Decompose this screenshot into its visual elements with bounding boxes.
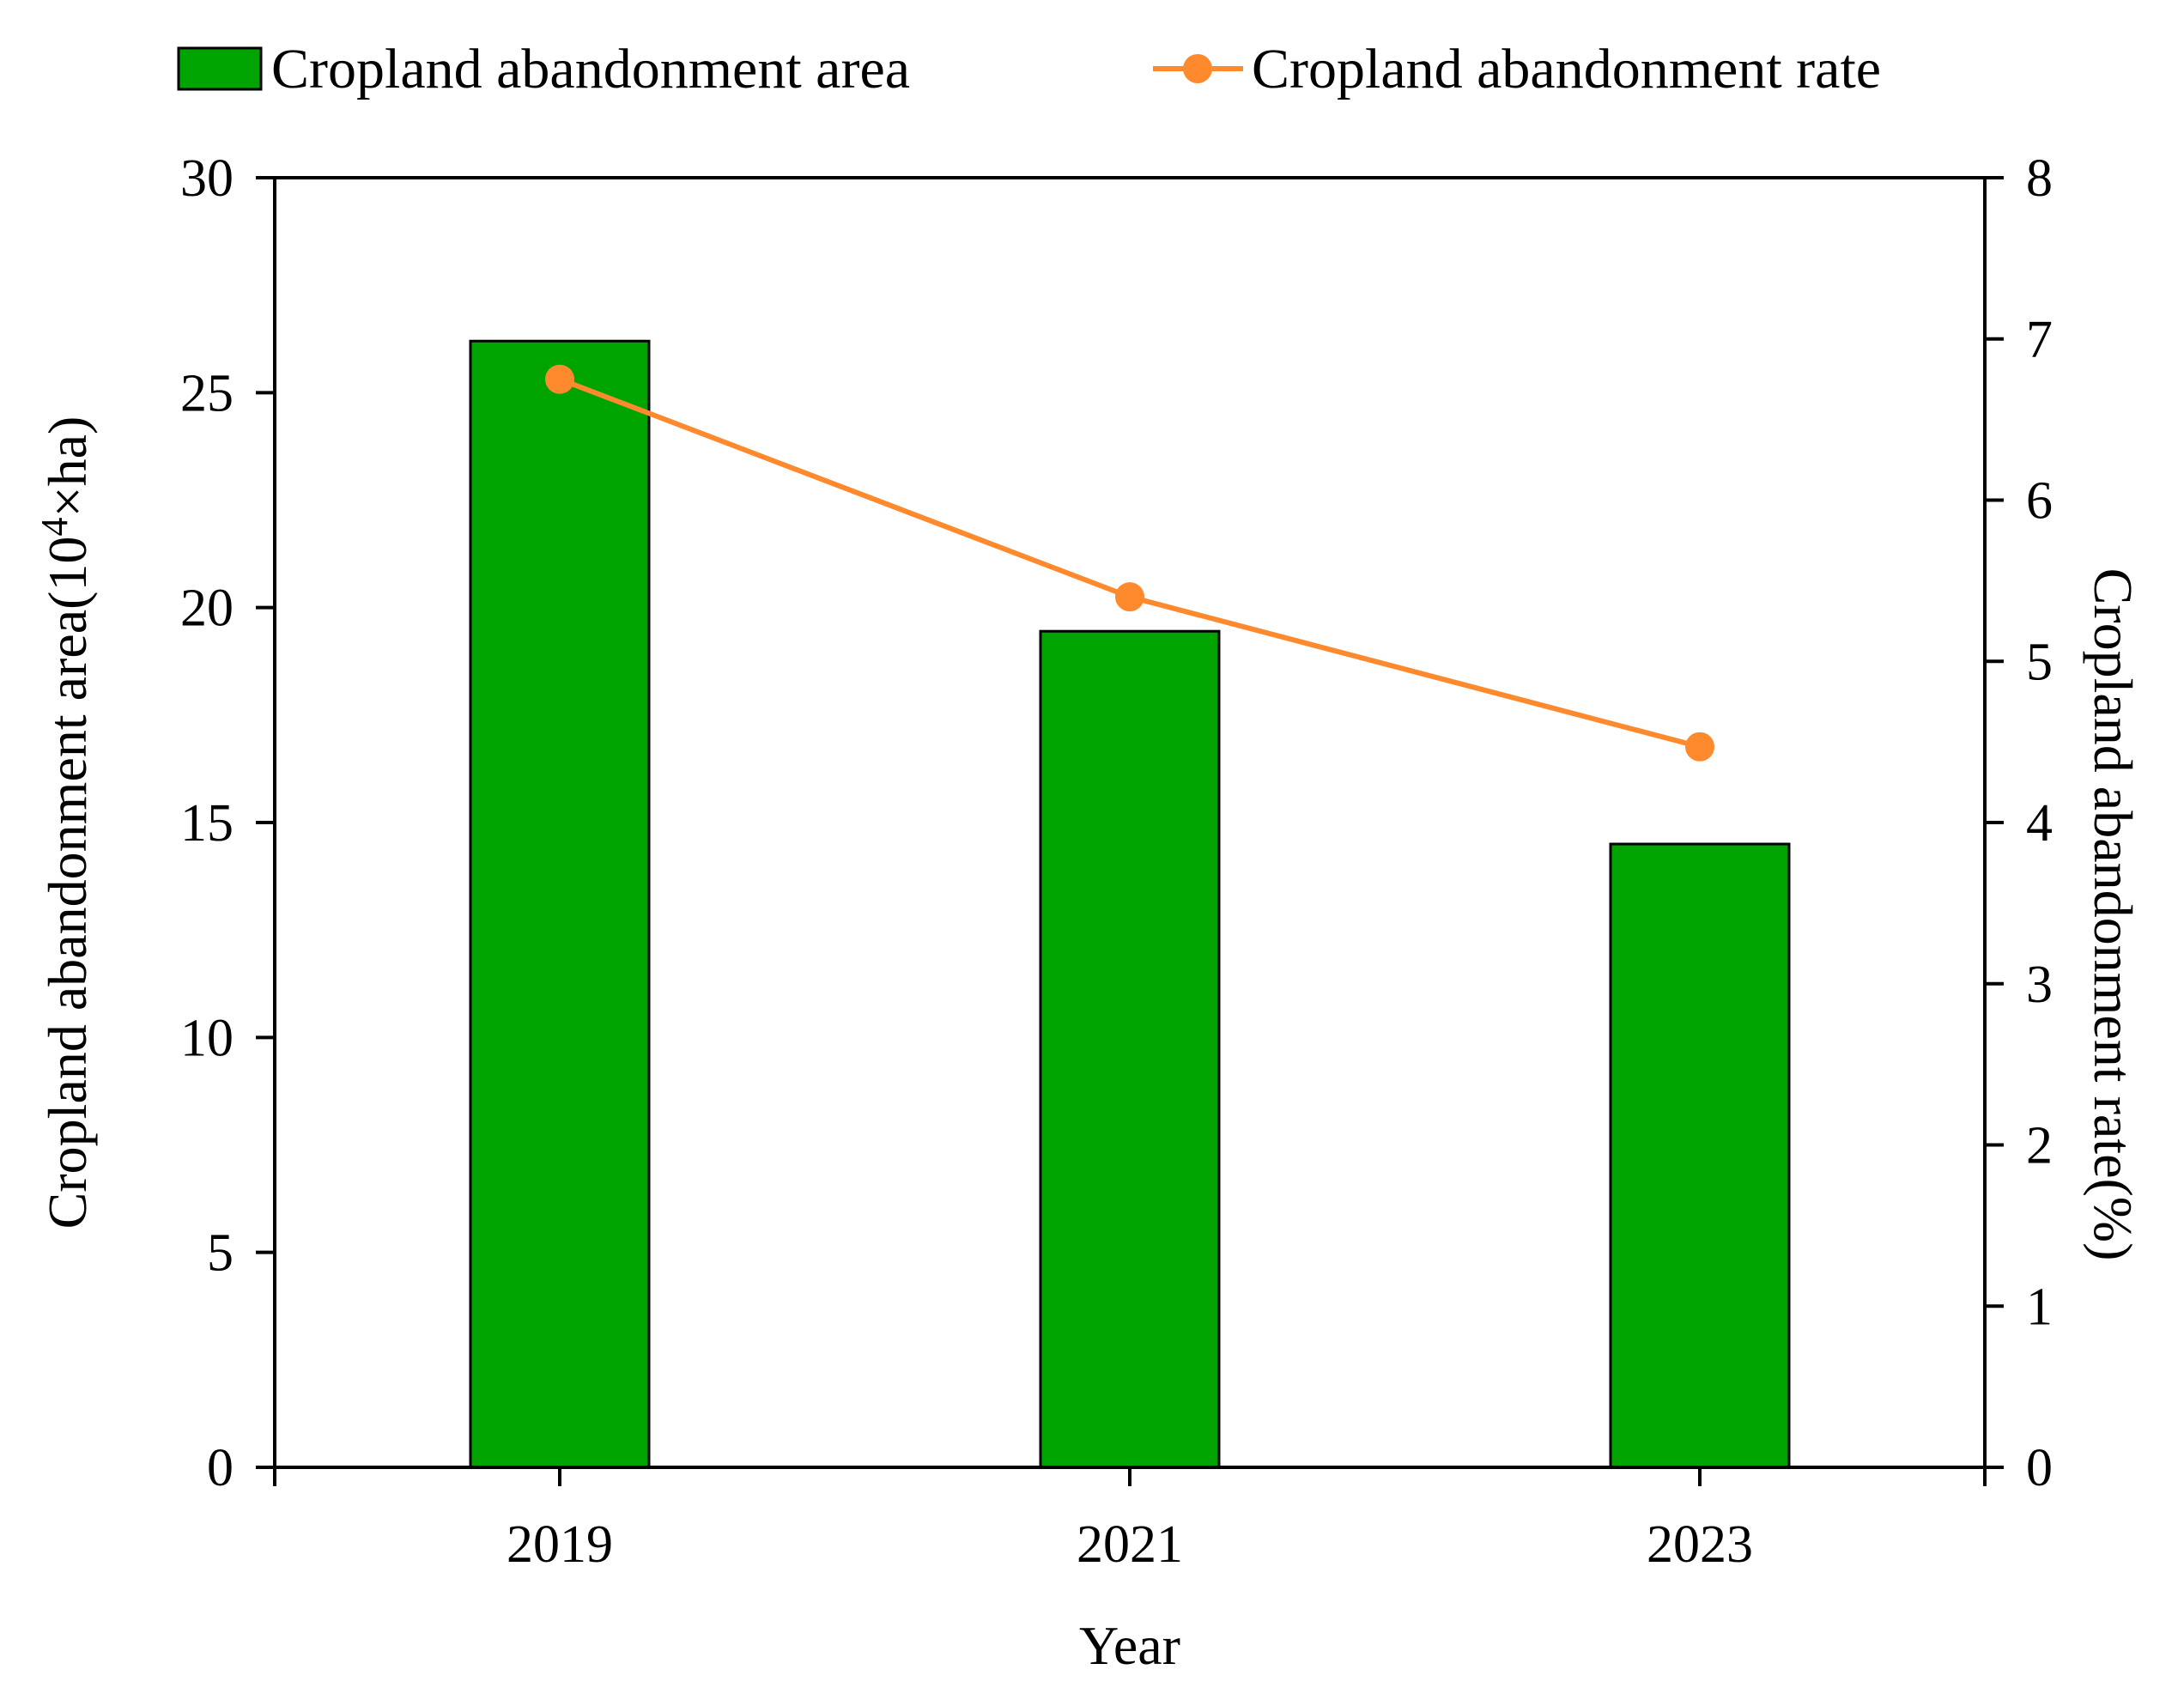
rate-point-2023 [1685,732,1714,762]
y-axis-title: Cropland abandonment area(104×ha) [33,416,98,1229]
legend-swatch-area [177,46,263,91]
bars [469,339,1791,1469]
y-tick-label: 10 [180,1009,234,1067]
y2-tick-label: 2 [2026,1117,2053,1175]
x-axis-title: Year [1079,1615,1180,1676]
legend-marker-rate [1183,54,1212,83]
legend-label-rate: Cropland abandonment rate [1252,38,1881,100]
y2-axis-title: Cropland abandonment rate(%) [2083,568,2144,1261]
bar-2023 [1609,842,1791,1469]
y2-tick-label: 6 [2026,472,2053,531]
bar-2019 [469,339,651,1469]
y-axis-title-sup: 4 [33,518,76,537]
y-axis-title-suffix: ×ha) [37,416,98,518]
y2-tick-label: 4 [2026,794,2053,853]
y2-tick-label: 0 [2026,1439,2053,1497]
bar-2021 [1039,629,1221,1469]
legend: Cropland abandonment area Cropland aband… [177,38,1881,100]
x-tick-label: 2019 [507,1515,613,1574]
legend-label-area: Cropland abandonment area [271,38,910,100]
y2-tick-label: 1 [2026,1278,2053,1336]
rate-point-2019 [545,364,574,394]
x-tick-label: 2021 [1077,1515,1183,1574]
y-tick-label: 0 [207,1439,234,1497]
y2-tick-label: 5 [2026,633,2053,691]
y-tick-label: 15 [180,794,234,853]
y2-tick-label: 3 [2026,956,2053,1014]
y-axis-title-prefix: Cropland abandonment area(10 [37,537,98,1229]
rate-point-2021 [1115,582,1144,612]
y2-tick-label: 8 [2026,149,2053,208]
x-tick-label: 2023 [1647,1515,1753,1574]
rate-line-group [545,364,1714,762]
y-tick-label: 30 [180,149,234,208]
y-tick-label: 25 [180,364,234,422]
y-tick-label: 20 [180,580,234,638]
y2-tick-label: 7 [2026,311,2053,369]
ticks: 0 5 10 15 20 25 30 0 1 2 3 4 5 6 7 8 2019 2021 2023 [180,149,2053,1574]
y-tick-label: 5 [207,1224,234,1283]
